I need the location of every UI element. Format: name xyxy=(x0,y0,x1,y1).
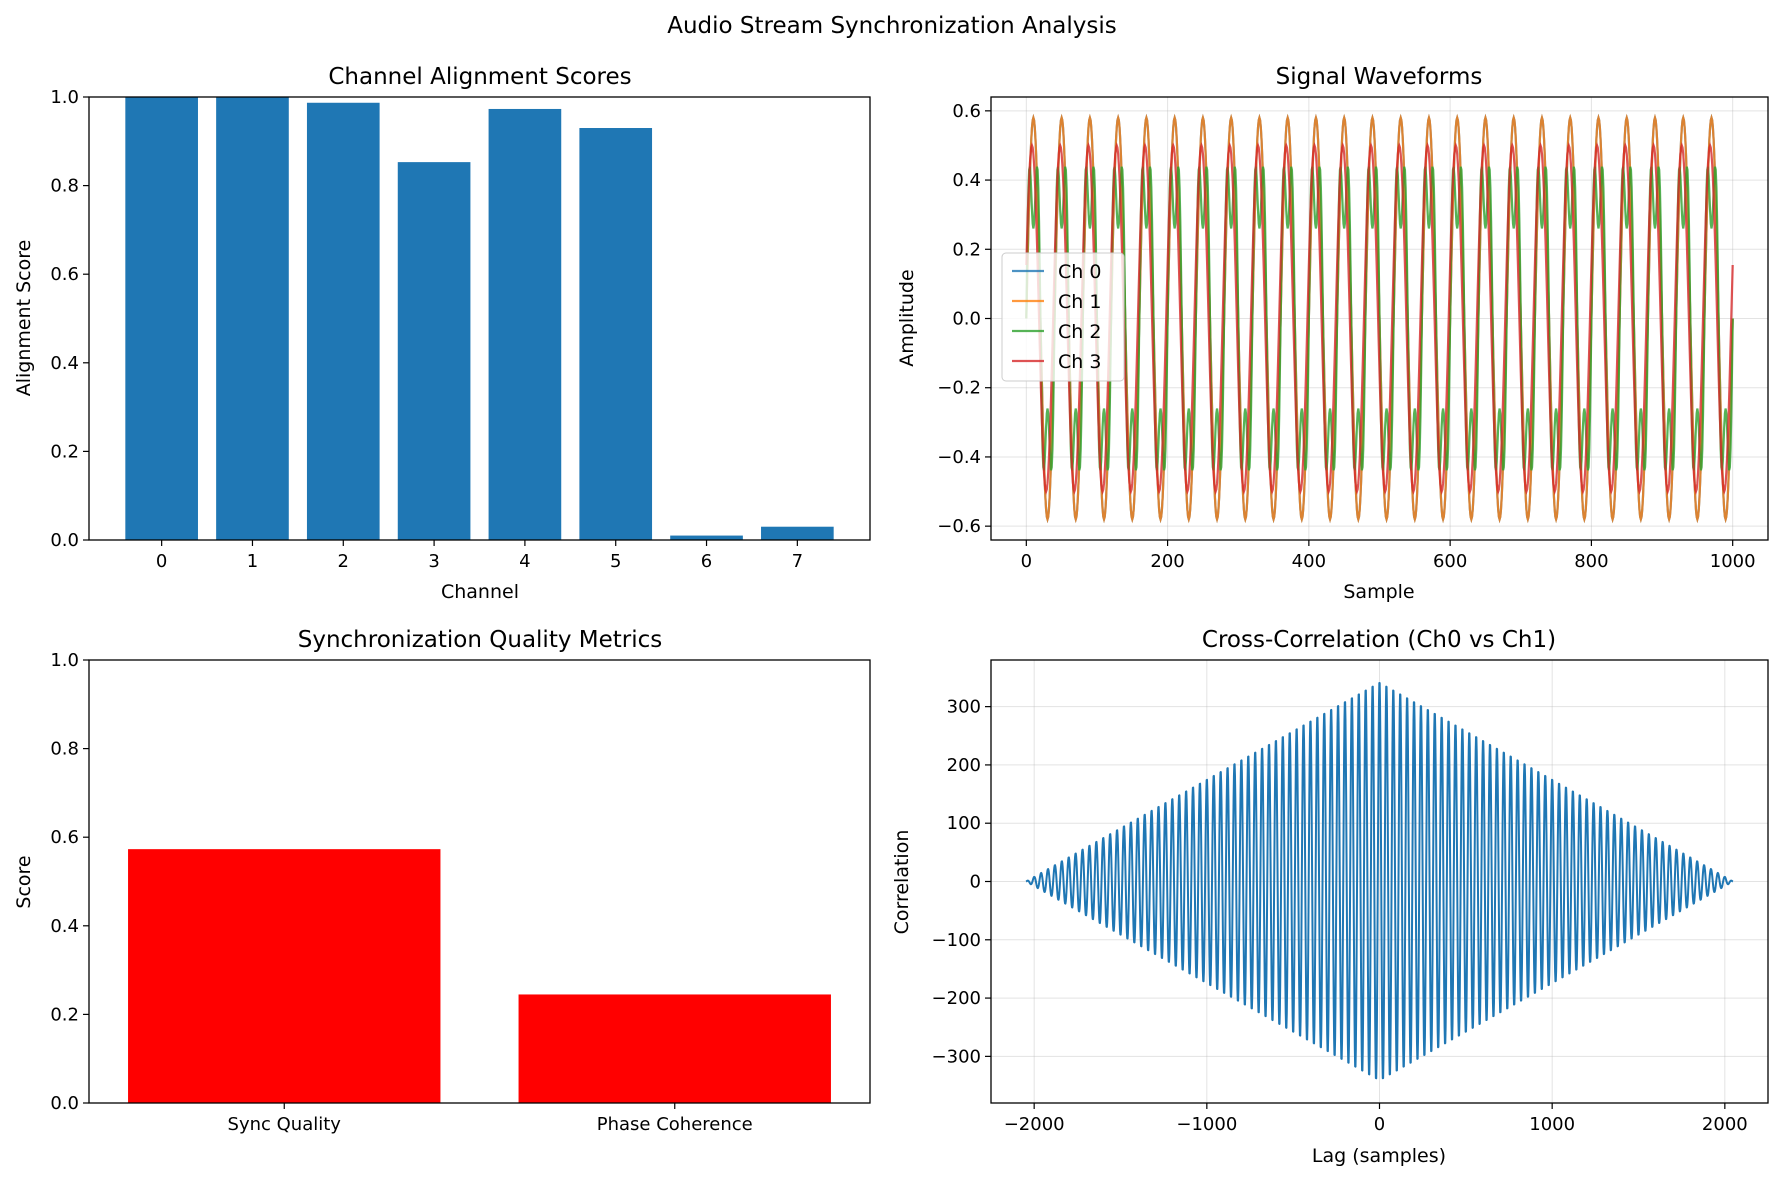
bar-phase-coherence xyxy=(518,994,831,1103)
y-tick-label: −300 xyxy=(932,1046,981,1067)
y-tick-label: 0.0 xyxy=(50,530,79,551)
y-tick-label: −0.4 xyxy=(937,447,981,468)
y-tick-label: −100 xyxy=(932,930,981,951)
y-tick-label: 0.4 xyxy=(50,916,79,937)
legend-box xyxy=(1001,252,1125,382)
panel-cross-correlation: Cross-Correlation (Ch0 vs Ch1) −2000 −100… xyxy=(891,627,1769,1167)
panel-0-xlabel: Channel xyxy=(441,581,519,603)
y-tick-label: 0.0 xyxy=(50,1093,79,1114)
y-tick-label: −200 xyxy=(932,988,981,1009)
panel-3-ylabel: Correlation xyxy=(891,830,913,935)
y-tick-label: 0.6 xyxy=(50,264,79,285)
x-tick-label: 3 xyxy=(428,551,439,572)
x-tick-label: 800 xyxy=(1574,551,1608,572)
y-tick-label: 300 xyxy=(947,697,981,718)
y-tick-label: 0.8 xyxy=(50,739,79,760)
x-tick-label: 0 xyxy=(1374,1114,1385,1135)
x-tick-label: −2000 xyxy=(1004,1114,1065,1135)
bar-channel-0 xyxy=(125,97,198,540)
panel-2-axes-frame xyxy=(88,659,871,1104)
cross-correlation-line xyxy=(1025,681,1734,1080)
panel-1-title: Signal Waveforms xyxy=(1276,64,1483,90)
panel-0-ylabel: Alignment Score xyxy=(13,240,35,397)
y-tick-label: 0.2 xyxy=(952,239,981,260)
panel-1-legend: Ch 0 Ch 1 Ch 2 Ch 3 xyxy=(1001,252,1125,382)
bar-channel-3 xyxy=(397,162,471,540)
x-tick-label: 5 xyxy=(610,551,621,572)
x-tick-label: 6 xyxy=(701,551,712,572)
figure-suptitle: Audio Stream Synchronization Analysis xyxy=(667,13,1117,39)
y-tick-label: −0.6 xyxy=(937,516,981,537)
y-tick-label: 0.2 xyxy=(50,1004,79,1025)
waveform-ch-3 xyxy=(1025,141,1734,496)
panel-3-title: Cross-Correlation (Ch0 vs Ch1) xyxy=(1202,627,1556,653)
panel-3-xlabel: Lag (samples) xyxy=(1312,1145,1446,1167)
x-tick-label: 2 xyxy=(338,551,349,572)
panel-sync-quality: Synchronization Quality Metrics Sync Qua… xyxy=(13,627,871,1135)
legend-label-0: Ch 0 xyxy=(1058,261,1101,283)
x-tick-label: 0 xyxy=(1021,551,1032,572)
bar-channel-6 xyxy=(670,535,743,540)
y-tick-label: 100 xyxy=(947,813,981,834)
panel-channel-alignment: Channel Alignment Scores 0 1 2 3 4 5 6 7 0.0 0.2 0… xyxy=(13,64,871,603)
bar-channel-1 xyxy=(216,97,289,540)
x-tick-label: 400 xyxy=(1292,551,1326,572)
y-tick-label: 1.0 xyxy=(50,87,79,108)
x-tick-label: Sync Quality xyxy=(228,1114,342,1135)
y-tick-label: 0.2 xyxy=(50,441,79,462)
x-tick-label: 0 xyxy=(156,551,167,572)
panel-signal-waveforms: Signal Waveforms 0 200 400 600 800 1000 −0.6 −0… xyxy=(896,64,1769,603)
bar-channel-5 xyxy=(579,128,653,540)
panel-0-title: Channel Alignment Scores xyxy=(328,64,631,90)
panel-1-ylabel: Amplitude xyxy=(896,269,918,366)
x-tick-label: 1000 xyxy=(1710,551,1756,572)
x-tick-label: 4 xyxy=(519,551,530,572)
y-tick-label: 0.4 xyxy=(50,353,79,374)
panel-2-title: Synchronization Quality Metrics xyxy=(298,627,663,653)
x-tick-label: 600 xyxy=(1433,551,1467,572)
x-tick-label: 2000 xyxy=(1702,1114,1748,1135)
y-tick-label: 200 xyxy=(947,755,981,776)
y-tick-label: −0.2 xyxy=(937,378,981,399)
bar-sync-quality xyxy=(128,849,441,1103)
y-tick-label: 0.8 xyxy=(50,176,79,197)
panel-2-ylabel: Score xyxy=(13,855,35,908)
bar-channel-7 xyxy=(761,526,834,540)
x-tick-label: 200 xyxy=(1150,551,1184,572)
panel-0-axes-frame xyxy=(88,96,871,541)
y-tick-label: 0.6 xyxy=(50,827,79,848)
y-tick-label: 0 xyxy=(970,872,981,893)
x-tick-label: 1 xyxy=(247,551,258,572)
bar-channel-2 xyxy=(306,102,380,540)
x-tick-label: 7 xyxy=(792,551,803,572)
y-tick-label: 0.0 xyxy=(952,309,981,330)
panel-1-xlabel: Sample xyxy=(1343,581,1414,603)
x-tick-label: 1000 xyxy=(1529,1114,1575,1135)
legend-label-1: Ch 1 xyxy=(1058,291,1101,313)
y-tick-label: 0.6 xyxy=(952,101,981,122)
y-tick-label: 0.4 xyxy=(952,170,981,191)
x-tick-label: −1000 xyxy=(1176,1114,1237,1135)
legend-label-2: Ch 2 xyxy=(1058,321,1101,343)
bar-channel-4 xyxy=(488,108,562,540)
legend-label-3: Ch 3 xyxy=(1058,351,1101,373)
y-tick-label: 1.0 xyxy=(50,650,79,671)
x-tick-label: Phase Coherence xyxy=(597,1114,753,1135)
